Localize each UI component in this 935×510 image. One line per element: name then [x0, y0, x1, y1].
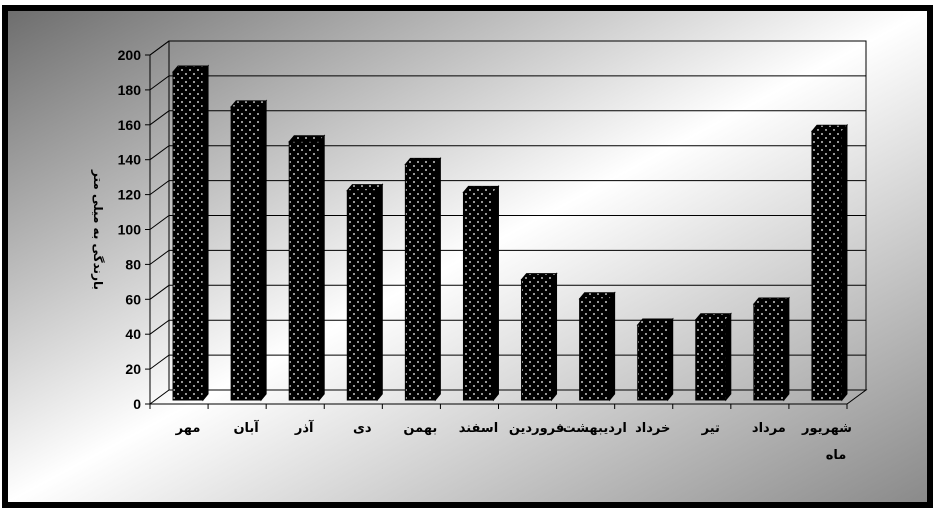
bar-front: [462, 191, 494, 401]
x-category-label: آبان: [233, 419, 259, 436]
bar-top: [346, 184, 384, 192]
bar-side: [783, 296, 790, 402]
bar-side: [667, 317, 674, 402]
bar: [404, 157, 442, 402]
bar-side: [260, 99, 267, 402]
bar: [810, 123, 849, 402]
bar-side: [318, 134, 325, 402]
bar-top: [752, 297, 790, 305]
y-tick-label: 0: [133, 396, 141, 412]
bar-top: [288, 135, 326, 143]
bar-top: [230, 100, 268, 108]
bar: [636, 317, 674, 402]
bar-top: [462, 185, 500, 193]
x-category-label: تیر: [701, 421, 720, 436]
bar-side: [609, 291, 616, 402]
bar: [346, 183, 384, 402]
bar-front: [346, 190, 378, 401]
x-category-label: آذر: [294, 419, 314, 436]
y-tick-label: 80: [125, 256, 141, 272]
bar-top: [578, 292, 616, 300]
y-tick-label: 140: [118, 152, 142, 168]
bar-top: [810, 124, 849, 132]
bar-side: [551, 272, 558, 402]
y-axis-title: بارندگی به میلی متر: [91, 169, 105, 290]
bar: [462, 184, 500, 402]
bar-top: [636, 318, 674, 326]
bar: [230, 99, 268, 402]
bar-front: [579, 298, 611, 401]
bar-front: [695, 319, 727, 401]
bar-front: [637, 324, 669, 401]
bar-side: [434, 157, 441, 402]
bar: [694, 312, 732, 402]
x-axis-title: ماه: [826, 448, 847, 463]
x-category-label: مهر: [175, 421, 201, 436]
x-category-label: بهمن: [403, 421, 437, 436]
bar: [752, 296, 790, 402]
y-tick-label: 120: [118, 187, 142, 203]
bar-side: [725, 312, 732, 402]
bar-front: [521, 279, 553, 401]
x-category-label: خرداد: [635, 421, 670, 436]
bar-top: [520, 273, 558, 281]
y-tick-label: 180: [118, 82, 142, 98]
x-category-label: مرداد: [752, 421, 786, 436]
y-tick-label: 60: [125, 291, 141, 307]
x-category-label: دی: [353, 421, 372, 436]
bar-front: [404, 163, 436, 401]
y-tick-label: 200: [118, 47, 142, 63]
bar-top: [404, 157, 442, 165]
bar-front: [753, 303, 785, 401]
bar-front: [230, 106, 262, 401]
x-category-label: اسفند: [459, 421, 498, 436]
x-category-label: شهریور: [801, 421, 852, 436]
bar: [288, 134, 326, 402]
x-category-label: فروردین: [509, 421, 564, 436]
bar-front: [172, 71, 204, 401]
bar-front: [288, 141, 320, 401]
bar-front: [811, 130, 843, 401]
bar-side: [492, 184, 499, 402]
bar-side: [841, 123, 848, 402]
bar: [578, 291, 616, 402]
bar: [520, 272, 558, 402]
bar-side: [376, 183, 383, 402]
y-tick-label: 100: [118, 222, 142, 238]
x-category-label: اردیبهشت: [562, 421, 626, 436]
bar-top: [694, 313, 732, 321]
bar-top: [171, 65, 210, 73]
bar: [171, 64, 210, 402]
bar-side: [202, 64, 209, 402]
y-tick-label: 20: [125, 361, 141, 377]
y-tick-label: 40: [125, 326, 141, 342]
y-tick-label: 160: [118, 117, 142, 133]
